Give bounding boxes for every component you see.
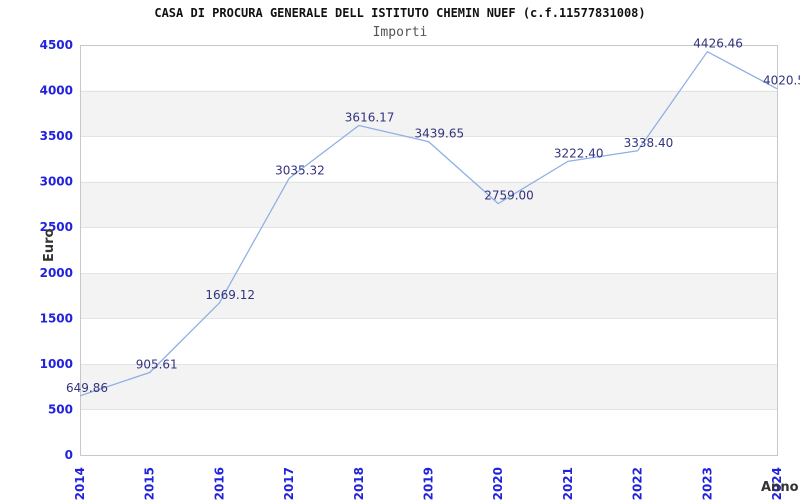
data-point-label: 4020.5 — [763, 74, 800, 88]
x-tick-label: 2014 — [73, 467, 87, 500]
y-tick-label: 500 — [48, 402, 73, 416]
y-tick-label: 1500 — [40, 311, 73, 325]
grid-band — [80, 272, 777, 319]
x-axis-title: Anno — [761, 480, 799, 495]
x-tick-label: 2021 — [561, 467, 575, 500]
data-point-label: 2759.00 — [484, 189, 534, 203]
y-tick-label: 3500 — [40, 129, 73, 143]
x-tick-label: 2020 — [491, 467, 505, 500]
x-tick-label: 2019 — [422, 467, 436, 500]
x-tick-label: 2022 — [631, 467, 645, 500]
data-point-label: 3222.40 — [554, 146, 604, 160]
data-point-label: 3616.17 — [345, 111, 395, 125]
grid-band — [80, 181, 777, 228]
y-tick-label: 2500 — [40, 220, 73, 234]
x-tick-label: 2017 — [282, 467, 296, 500]
chart-title: CASA DI PROCURA GENERALE DELL ISTITUTO C… — [154, 6, 646, 20]
data-point-label: 3338.40 — [624, 136, 674, 150]
grid-band — [80, 90, 777, 137]
plot-border — [80, 45, 778, 456]
y-tick-label: 4500 — [40, 38, 73, 52]
data-point-label: 3439.65 — [415, 127, 465, 141]
y-tick-label: 0 — [65, 448, 73, 462]
y-tick-label: 1000 — [40, 357, 73, 371]
y-tick-label: 2000 — [40, 266, 73, 280]
data-point-label: 3035.32 — [275, 163, 325, 177]
x-tick-label: 2023 — [700, 467, 714, 500]
data-point-label: 4426.46 — [693, 37, 743, 51]
x-tick-label: 2016 — [212, 467, 226, 500]
line-series — [79, 51, 778, 397]
x-tick-label: 2024 — [770, 467, 784, 500]
grid-band — [80, 363, 777, 410]
x-tick-label: 2018 — [352, 467, 366, 500]
data-point-label: 649.86 — [66, 381, 108, 395]
chart-subtitle: Importi — [372, 25, 428, 40]
data-point-label: 1669.12 — [205, 288, 255, 302]
y-tick-label: 4000 — [40, 84, 73, 98]
data-point-label: 905.61 — [136, 358, 178, 372]
y-axis-title: Euro — [42, 228, 57, 262]
y-tick-label: 3000 — [40, 175, 73, 189]
x-tick-label: 2015 — [143, 467, 157, 500]
